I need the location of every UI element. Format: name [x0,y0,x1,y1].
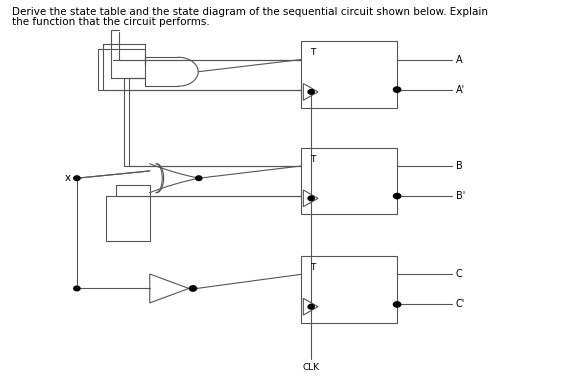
Circle shape [308,90,314,94]
Circle shape [74,286,80,291]
Text: A: A [456,54,462,65]
Text: T: T [310,263,315,272]
Circle shape [308,304,314,309]
Bar [300,256,397,322]
Text: the function that the circuit performs.: the function that the circuit performs. [12,16,210,26]
Text: A': A' [456,85,465,95]
Text: CLK: CLK [303,363,320,372]
Text: B': B' [456,191,465,201]
Circle shape [196,176,202,180]
Text: x: x [65,173,70,183]
Circle shape [394,87,400,92]
Circle shape [308,196,314,201]
Bar [300,41,397,108]
Circle shape [394,193,400,199]
Text: C: C [456,269,463,279]
Circle shape [74,176,80,180]
Circle shape [394,302,400,307]
Text: T: T [310,155,315,164]
Circle shape [189,286,197,291]
Text: Derive the state table and the state diagram of the sequential circuit shown bel: Derive the state table and the state dia… [12,7,488,17]
Text: B: B [456,161,463,171]
Text: T: T [310,48,315,57]
Bar [300,148,397,214]
Text: C': C' [456,300,465,309]
